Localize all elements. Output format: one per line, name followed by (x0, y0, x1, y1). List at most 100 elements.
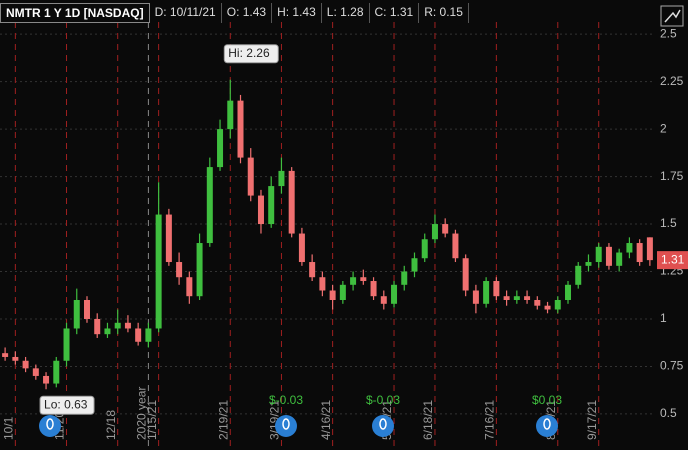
candle-body (298, 233, 305, 263)
candle-body (493, 281, 500, 297)
y-tick-label: 0.75 (660, 359, 684, 373)
event-glyph (379, 418, 387, 430)
candle-body (176, 262, 183, 278)
candle-body (319, 277, 326, 291)
x-tick-label: 1/15/21 (145, 400, 159, 440)
header-field: O: 1.43 (222, 3, 273, 23)
candle-body (288, 170, 295, 234)
header-field: H: 1.43 (272, 3, 322, 23)
candle-body (247, 157, 254, 196)
x-tick-label: 7/16/21 (483, 400, 497, 440)
candle-body (135, 328, 142, 342)
candle-body (391, 284, 398, 304)
last-price: 1.31 (661, 252, 685, 266)
candle-body (585, 262, 592, 266)
candle-body (554, 300, 561, 310)
event-glyph (46, 418, 54, 430)
candle-body (73, 300, 80, 329)
candle-body (626, 243, 633, 253)
candle-body (431, 224, 438, 240)
x-tick-label: 10/1 (2, 416, 16, 440)
candle-body (83, 300, 90, 319)
y-tick-label: 2.25 (660, 74, 684, 88)
candle-body (483, 281, 490, 304)
candle-body (186, 277, 193, 297)
x-tick-label: 2020 year (135, 387, 149, 440)
header-field: L: 1.28 (322, 3, 370, 23)
last-price-tag (657, 251, 688, 270)
candle-body (350, 277, 357, 285)
candle-body (339, 284, 346, 300)
candle-body (53, 360, 60, 384)
candle-body (442, 224, 449, 234)
candle-body (145, 328, 152, 342)
annotation-box (223, 44, 279, 64)
candle-body (12, 356, 19, 361)
x-tick-label: 9/17/21 (585, 400, 599, 440)
candle-body (124, 322, 131, 329)
candle-body (380, 296, 387, 304)
candle-body (544, 305, 551, 310)
y-tick-label: 2 (660, 121, 667, 135)
event-glyph (543, 418, 551, 430)
y-tick-label: 1 (660, 311, 667, 325)
event-icon (372, 415, 394, 437)
candle-body (114, 322, 121, 329)
candle-body (32, 368, 39, 376)
event-label: $0.03 (532, 393, 562, 407)
header-field: D: 10/11/21 (150, 3, 222, 23)
candle-body (237, 100, 244, 158)
candle-body (155, 214, 162, 329)
candle-body (94, 318, 101, 335)
candle-body (421, 239, 428, 259)
y-tick-label: 2.5 (660, 26, 677, 40)
symbol: NMTR 1 Y 1D [NASDAQ] (0, 3, 150, 23)
header-field: C: 1.31 (370, 3, 420, 23)
annotation: Hi: 2.26 (228, 46, 270, 60)
event-icon (39, 415, 61, 437)
candle-body (595, 246, 602, 263)
candle-body (503, 296, 510, 300)
candle-body (605, 246, 612, 266)
candle-body (217, 129, 224, 168)
annotation-box (39, 395, 95, 415)
x-tick-label: 6/18/21 (421, 400, 435, 440)
candle-body (565, 284, 572, 300)
candle-body (165, 214, 172, 263)
expand-icon-glyph (664, 9, 681, 23)
candle-body (196, 243, 203, 297)
candle-body (22, 360, 29, 369)
event-glyph (282, 418, 290, 430)
candle-body (257, 195, 264, 225)
annotation: Lo: 0.63 (44, 397, 88, 411)
event-label: $-0.03 (366, 393, 400, 407)
candle-body (309, 262, 316, 278)
y-tick-label: 1.75 (660, 169, 684, 183)
event-icon (536, 415, 558, 437)
candle-body (513, 296, 520, 300)
event-label: $-0.03 (269, 393, 303, 407)
candle-body (411, 258, 418, 272)
header-field: R: 0.15 (419, 3, 469, 23)
candle-body (616, 252, 623, 266)
candle-body (63, 328, 70, 361)
x-tick-label: 12/18 (104, 410, 118, 440)
candle-body (360, 277, 367, 282)
candle-body (401, 271, 408, 285)
candle-body (534, 300, 541, 306)
candle-body (104, 328, 111, 335)
candle-body (646, 237, 653, 261)
candle-body (452, 233, 459, 259)
candle-body (227, 100, 234, 130)
expand-icon[interactable] (660, 5, 684, 27)
candle-body (370, 281, 377, 297)
candle-body (575, 265, 582, 285)
candle-body (472, 290, 479, 304)
candle-body (329, 290, 336, 300)
candle-body (524, 296, 531, 300)
candle-body (43, 375, 50, 384)
candle-body (268, 186, 275, 225)
